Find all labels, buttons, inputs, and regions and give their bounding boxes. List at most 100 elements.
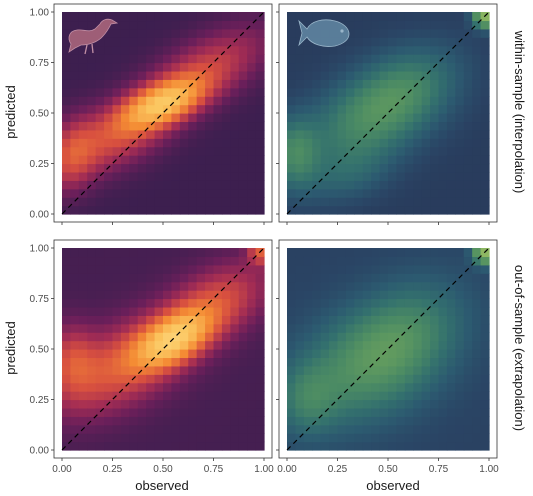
heatmap-cell (238, 433, 248, 443)
heatmap-cell (379, 54, 389, 64)
heatmap-cell (179, 340, 189, 350)
heatmap-cell (171, 205, 181, 215)
heatmap-cell (129, 365, 139, 375)
heatmap-cell (120, 256, 130, 266)
heatmap-cell (230, 323, 240, 333)
heatmap-cell (120, 433, 130, 443)
heatmap-cell (221, 424, 231, 434)
heatmap-cell (354, 273, 364, 283)
heatmap-cell (320, 382, 330, 392)
heatmap-cell (247, 340, 257, 350)
heatmap-cell (137, 96, 147, 106)
heatmap-cell (196, 113, 206, 123)
heatmap-cell (196, 129, 206, 139)
heatmap-cell (238, 155, 248, 165)
heatmap-cell (320, 332, 330, 342)
heatmap-cell (455, 264, 465, 274)
heatmap-cell (430, 273, 440, 283)
heatmap-cell (171, 163, 181, 173)
heatmap-cell (438, 340, 448, 350)
heatmap-cell (120, 163, 130, 173)
heatmap-cell (179, 407, 189, 417)
heatmap-cell (295, 323, 305, 333)
heatmap-cell (137, 197, 147, 207)
heatmap-cell (171, 424, 181, 434)
heatmap-cell (255, 180, 265, 190)
heatmap-cell (455, 28, 465, 38)
heatmap-cell (146, 113, 156, 123)
heatmap-cell (146, 12, 156, 22)
heatmap-cell (421, 256, 431, 266)
heatmap-cell (221, 70, 231, 80)
heatmap-cell (446, 365, 456, 375)
heatmap-cell (303, 323, 313, 333)
heatmap-cell (70, 87, 80, 97)
heatmap-cell (312, 104, 322, 114)
heatmap-cell (388, 281, 398, 291)
heatmap-cell (213, 96, 223, 106)
heatmap-cell (362, 416, 372, 426)
heatmap-cell (238, 96, 248, 106)
heatmap-cell (472, 54, 482, 64)
heatmap-cell (312, 96, 322, 106)
heatmap-cell (295, 87, 305, 97)
heatmap-cell (446, 248, 456, 258)
heatmap-cell (129, 62, 139, 72)
heatmap-cell (78, 79, 88, 89)
heatmap-cell (337, 12, 347, 22)
heatmap-cell (421, 441, 431, 451)
y-tick-label: 0.00 (30, 210, 50, 221)
heatmap-cell (70, 96, 80, 106)
heatmap-cell (221, 138, 231, 148)
heatmap-cell (196, 441, 206, 451)
heatmap-cell (438, 146, 448, 156)
heatmap-cell (430, 28, 440, 38)
heatmap-cell (120, 306, 130, 316)
heatmap-cell (480, 155, 490, 165)
heatmap-cell (205, 424, 215, 434)
heatmap-cell (303, 171, 313, 181)
heatmap-cell (446, 62, 456, 72)
heatmap-cell (247, 171, 257, 181)
heatmap-cell (255, 407, 265, 417)
heatmap-cell (221, 12, 231, 22)
heatmap-cell (95, 256, 105, 266)
heatmap-cell (95, 424, 105, 434)
heatmap-cell (62, 365, 72, 375)
heatmap-cell (205, 188, 215, 198)
heatmap-cell (329, 290, 339, 300)
heatmap-cell (104, 79, 114, 89)
heatmap-cell (379, 256, 389, 266)
heatmap-cell (205, 205, 215, 215)
heatmap-cell (345, 20, 355, 30)
heatmap-cell (430, 391, 440, 401)
heatmap-cell (446, 281, 456, 291)
heatmap-cell (446, 256, 456, 266)
heatmap-cell (413, 256, 423, 266)
heatmap-cell (78, 433, 88, 443)
heatmap-cell (230, 96, 240, 106)
heatmap-cell (371, 407, 381, 417)
heatmap-cell (379, 37, 389, 47)
heatmap-cell (221, 62, 231, 72)
identity-line (286, 11, 490, 215)
heatmap-cell (238, 37, 248, 47)
heatmap-cell (104, 433, 114, 443)
heatmap-cell (362, 113, 372, 123)
heatmap-cell (179, 374, 189, 384)
heatmap-cell (354, 180, 364, 190)
heatmap-cell (345, 264, 355, 274)
heatmap-cell (320, 407, 330, 417)
heatmap-cell (95, 374, 105, 384)
heatmap-cell (362, 357, 372, 367)
heatmap-cell (120, 20, 130, 30)
heatmap-cell (87, 138, 97, 148)
heatmap-cell (345, 37, 355, 47)
heatmap-cell (171, 382, 181, 392)
heatmap-cell (238, 129, 248, 139)
heatmap-cell (247, 155, 257, 165)
heatmap-cell (480, 340, 490, 350)
heatmap-cell (188, 37, 198, 47)
heatmap-cell (430, 197, 440, 207)
heatmap-cell (104, 374, 114, 384)
